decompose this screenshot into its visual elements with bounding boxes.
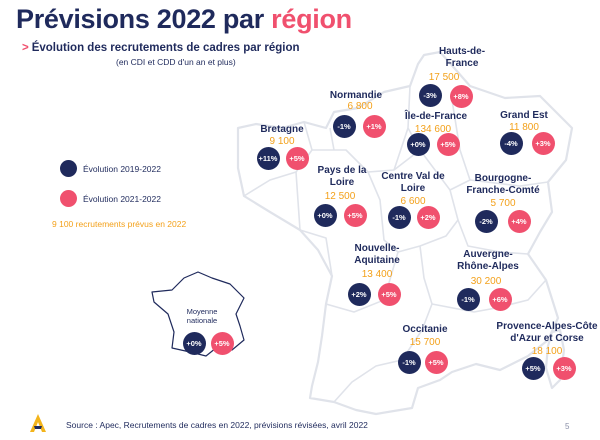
hauts-de-france-evo-2019-dot: -3% bbox=[418, 83, 442, 107]
map-outline bbox=[236, 50, 574, 416]
region-count-bourgogne-franche-comte: 5 700 bbox=[490, 198, 516, 209]
legend-count-example: 9 100 recrutements prévus en 2022 bbox=[52, 219, 187, 229]
bourgogne-franche-comte-evo-2019-dot: -2% bbox=[474, 209, 498, 233]
legend-dot-pink bbox=[60, 190, 77, 207]
page-number: 5 bbox=[565, 422, 570, 431]
region-name-pays-de-la-loire: Pays de la Loire bbox=[317, 165, 367, 188]
title-highlight: région bbox=[271, 4, 352, 34]
source-footnote: Source : Apec, Recrutements de cadres en… bbox=[66, 420, 368, 430]
region-name-bretagne: Bretagne bbox=[260, 124, 304, 135]
region-count-occitanie: 15 700 bbox=[409, 337, 441, 348]
auvergne-rhone-alpes-evo-2019-dot: -1% bbox=[456, 287, 480, 311]
provence-alpes-cote-dazur-evo-2019-dot: +5% bbox=[521, 356, 545, 380]
occitanie-evo-2019-dot: -1% bbox=[397, 350, 421, 374]
legend-label-2019: Évolution 2019-2022 bbox=[83, 163, 161, 174]
normandie-evo-2021-dot: +1% bbox=[362, 114, 386, 138]
national-evo-2019-dot: +0% bbox=[182, 331, 206, 355]
centre-val-de-loire-evo-2021-dot: +2% bbox=[416, 205, 440, 229]
auvergne-rhone-alpes-evo-2021-dot: +6% bbox=[488, 287, 512, 311]
centre-val-de-loire-evo-2019-dot: -1% bbox=[387, 205, 411, 229]
region-name-hauts-de-france: Hauts-de- France bbox=[438, 46, 486, 69]
corsica-outline bbox=[544, 328, 566, 390]
region-count-grand-est: 11 800 bbox=[509, 122, 539, 133]
page-title: Prévisions 2022 par région bbox=[16, 4, 352, 34]
region-name-auvergne-rhone-alpes: Auvergne- Rhône-Alpes bbox=[457, 249, 519, 272]
region-name-centre-val-de-loire: Centre Val de Loire bbox=[381, 171, 445, 194]
occitanie-evo-2021-dot: +5% bbox=[424, 350, 448, 374]
region-name-normandie: Normandie bbox=[329, 90, 383, 101]
national-average-label: Moyenne nationale bbox=[186, 307, 218, 325]
normandie-evo-2019-dot: -1% bbox=[332, 114, 356, 138]
region-name-occitanie: Occitanie bbox=[402, 324, 448, 335]
ile-de-france-evo-2019-dot: +0% bbox=[406, 132, 430, 156]
region-count-normandie: 6 800 bbox=[347, 101, 373, 112]
bretagne-evo-2019-dot: +11% bbox=[256, 146, 280, 170]
region-count-hauts-de-france: 17 500 bbox=[428, 72, 460, 83]
pays-de-la-loire-evo-2021-dot: +5% bbox=[343, 203, 367, 227]
bourgogne-franche-comte-evo-2021-dot: +4% bbox=[507, 209, 531, 233]
region-name-nouvelle-aquitaine: Nouvelle- Aquitaine bbox=[354, 243, 400, 266]
region-count-nouvelle-aquitaine: 13 400 bbox=[361, 269, 393, 280]
region-count-auvergne-rhone-alpes: 30 200 bbox=[470, 276, 502, 287]
region-name-grand-est: Grand Est bbox=[500, 110, 548, 121]
apec-logo-icon bbox=[30, 414, 46, 432]
bretagne-evo-2021-dot: +5% bbox=[285, 146, 309, 170]
region-count-bretagne: 9 100 bbox=[269, 136, 295, 147]
region-name-ile-de-france: Île-de-France bbox=[404, 111, 468, 122]
subtitle: > Évolution des recrutements de cadres pa… bbox=[22, 42, 300, 54]
legend-dot-navy bbox=[60, 160, 77, 177]
region-name-provence-alpes-cote-dazur-et-corse: Provence-Alpes-Côte d'Azur et Corse bbox=[496, 321, 598, 344]
region-count-pays-de-la-loire: 12 500 bbox=[324, 191, 356, 202]
region-count-provence-alpes-cote-dazur-et-corse: 18 100 bbox=[531, 346, 563, 357]
nouvelle-aquitaine-evo-2021-dot: +5% bbox=[377, 282, 401, 306]
pays-de-la-loire-evo-2019-dot: +0% bbox=[313, 203, 337, 227]
region-name-bourgogne-franche-comte: Bourgogne- Franche-Comté bbox=[466, 173, 540, 196]
national-evo-2021-dot: +5% bbox=[210, 331, 234, 355]
region-count-ile-de-france: 134 600 bbox=[414, 124, 452, 135]
france-outline bbox=[236, 50, 574, 416]
grand-est-evo-2019-dot: -4% bbox=[499, 131, 523, 155]
nouvelle-aquitaine-evo-2019-dot: +2% bbox=[347, 282, 371, 306]
provence-alpes-cote-dazur-evo-2021-dot: +3% bbox=[552, 356, 576, 380]
region-borders bbox=[243, 85, 549, 403]
hauts-de-france-evo-2021-dot: +8% bbox=[449, 84, 473, 108]
subtitle-arrow: > bbox=[22, 42, 29, 54]
grand-est-evo-2021-dot: +3% bbox=[531, 131, 555, 155]
legend-label-2021: Évolution 2021-2022 bbox=[83, 193, 161, 204]
legend-item-2019: Évolution 2019-2022 bbox=[60, 160, 161, 177]
region-count-centre-val-de-loire: 6 600 bbox=[400, 196, 426, 207]
legend-item-2021: Évolution 2021-2022 bbox=[60, 190, 161, 207]
ile-de-france-evo-2021-dot: +5% bbox=[436, 132, 460, 156]
scope-note: (en CDI et CDD d'un an et plus) bbox=[116, 57, 236, 67]
